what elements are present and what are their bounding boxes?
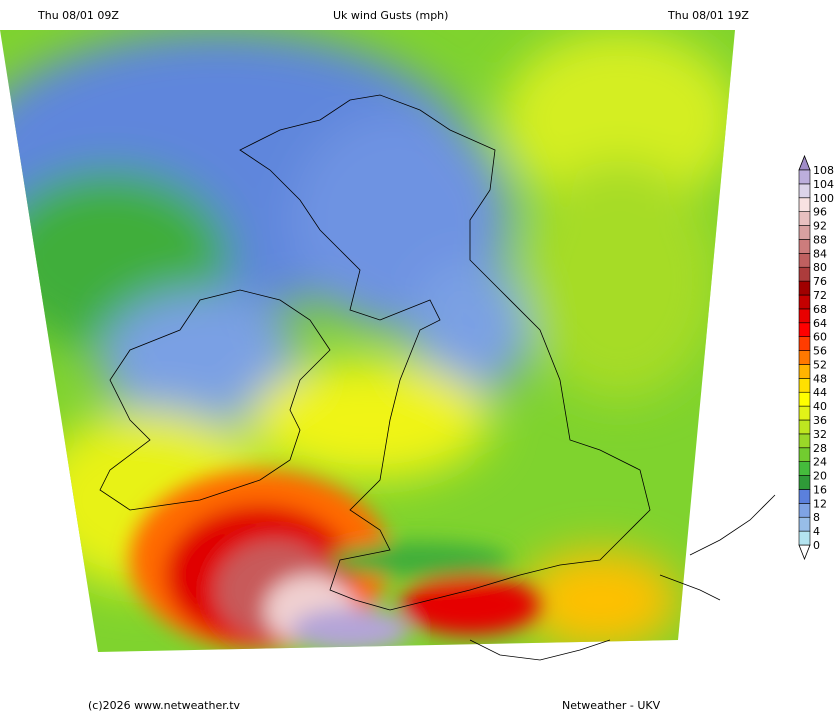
legend-swatch — [798, 378, 811, 393]
legend-label: 44 — [813, 386, 827, 399]
legend-label: 36 — [813, 414, 827, 427]
legend-swatch — [798, 266, 811, 282]
legend-swatch — [798, 419, 811, 435]
legend-label: 4 — [813, 525, 820, 538]
legend-label: 76 — [813, 275, 827, 288]
legend-label: 92 — [813, 220, 827, 233]
legend-label: 108 — [813, 164, 834, 177]
legend-over-arrow — [798, 154, 811, 171]
legend-swatch — [798, 350, 811, 365]
legend-swatch — [798, 475, 811, 490]
legend-swatch — [798, 461, 811, 476]
legend-swatch — [798, 433, 811, 449]
legend-label: 84 — [813, 247, 827, 260]
legend-swatch — [798, 211, 811, 226]
legend-swatch — [798, 294, 811, 310]
legend-label: 12 — [813, 497, 827, 510]
legend-label: 32 — [813, 428, 827, 441]
legend-label: 104 — [813, 178, 834, 191]
legend-swatch — [798, 336, 811, 351]
legend-swatch — [798, 503, 811, 518]
legend-label: 80 — [813, 261, 827, 274]
map-title: Uk wind Gusts (mph) — [333, 9, 449, 22]
legend-swatch — [798, 183, 811, 199]
legend-swatch — [798, 447, 811, 462]
coastline — [99, 94, 776, 661]
legend-label: 68 — [813, 303, 827, 316]
legend-swatch — [798, 308, 811, 324]
legend-label: 48 — [813, 372, 827, 385]
legend-swatch — [798, 197, 811, 212]
legend-swatch — [798, 225, 811, 240]
legend-swatch — [798, 364, 811, 379]
valid-time-start: Thu 08/01 09Z — [38, 9, 119, 22]
legend-label: 8 — [813, 511, 820, 524]
legend-swatch — [798, 239, 811, 254]
legend-swatch — [798, 391, 811, 407]
legend-under-arrow — [798, 544, 811, 561]
legend-label: 96 — [813, 206, 827, 219]
legend-swatch — [798, 405, 811, 421]
legend-label: 88 — [813, 233, 827, 246]
legend-label: 16 — [813, 483, 827, 496]
legend-label: 20 — [813, 470, 827, 483]
legend-swatch — [798, 516, 811, 532]
legend-label: 64 — [813, 317, 827, 330]
legend-label: 56 — [813, 345, 827, 358]
legend-label: 100 — [813, 192, 834, 205]
legend-swatch — [798, 322, 811, 337]
legend-swatch — [798, 530, 811, 546]
legend-label: 24 — [813, 456, 827, 469]
legend-swatch — [798, 169, 811, 185]
model-name: Netweather - UKV — [562, 699, 661, 712]
legend-swatch — [798, 253, 811, 268]
copyright-text: (c)2026 www.netweather.tv — [88, 699, 241, 712]
gust-field — [0, 30, 735, 652]
legend-swatch — [798, 489, 811, 504]
legend-label: 28 — [813, 442, 827, 455]
legend-label: 52 — [813, 358, 827, 371]
legend-label: 72 — [813, 289, 827, 302]
legend-label: 60 — [813, 331, 827, 344]
legend-label: 40 — [813, 400, 827, 413]
valid-time-end: Thu 08/01 19Z — [668, 9, 749, 22]
legend-swatch — [798, 280, 811, 296]
legend-label: 0 — [813, 539, 820, 552]
